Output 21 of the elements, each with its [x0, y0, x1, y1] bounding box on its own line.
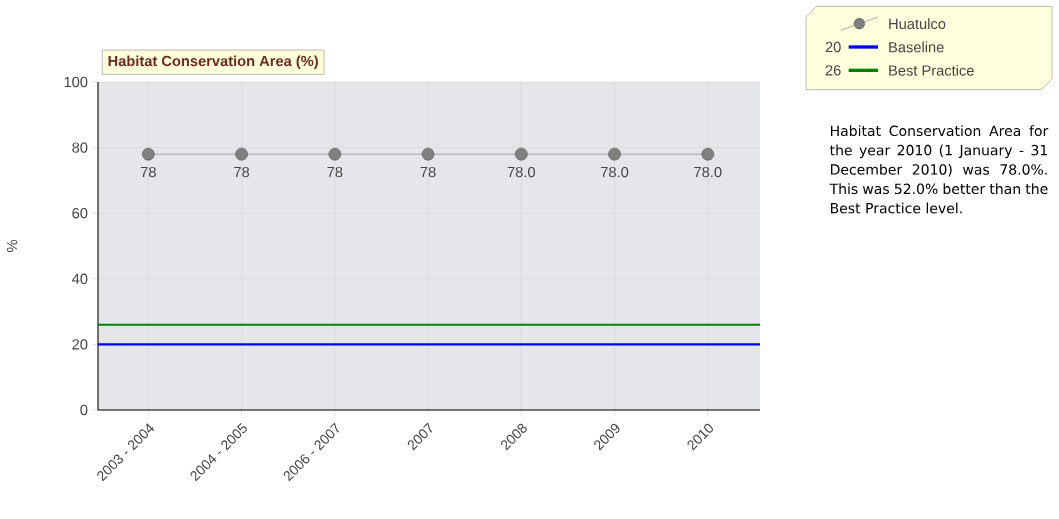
data-label: 78	[327, 166, 343, 178]
data-label: 78	[140, 166, 156, 178]
text: Habitat Conservation Area for the year 2010 (1 January - 31 December 2010) was 78.0%. This was 52.0% better than the Best Practice level.	[829, 125, 1049, 214]
data-label: 78	[420, 166, 436, 178]
data-label: 78.0	[507, 166, 535, 178]
y-axis-title: %	[6, 240, 18, 252]
legend-label: Best Practice	[889, 64, 974, 76]
chart-title: Habitat Conservation Area (%)	[108, 55, 318, 70]
text: 26	[825, 65, 841, 76]
y-tick-label: 0	[80, 404, 88, 416]
y-tick-label: 40	[71, 273, 88, 284]
y-tick-label: 100	[64, 76, 88, 88]
data-label: 78.0	[601, 166, 629, 178]
y-tick-label: 80	[72, 142, 88, 153]
legend-label: Huatulco	[889, 18, 946, 30]
y-tick-label: 60	[72, 208, 88, 219]
data-label: 78	[234, 166, 250, 178]
text: 20	[825, 41, 841, 53]
data-label: 78.0	[694, 166, 722, 178]
legend-label: Baseline	[889, 41, 944, 53]
y-tick-label: 20	[72, 339, 88, 350]
